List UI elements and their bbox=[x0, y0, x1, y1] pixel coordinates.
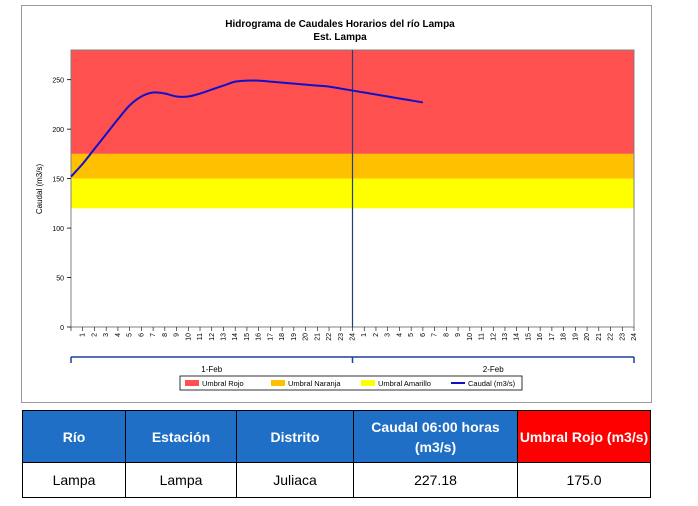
x-tick-label: 7 bbox=[432, 333, 439, 337]
x-tick-label: 18 bbox=[279, 333, 286, 341]
x-tick-label: 17 bbox=[549, 333, 556, 341]
x-tick-label: 2 bbox=[373, 333, 380, 337]
header-caudal: Caudal 06:00 horas (m3/s) bbox=[353, 410, 518, 463]
cell-umbral-rojo: 175.0 bbox=[517, 462, 651, 498]
y-tick-label: 0 bbox=[60, 325, 64, 332]
cell-caudal: 227.18 bbox=[353, 462, 518, 498]
x-tick-label: 6 bbox=[420, 333, 427, 337]
x-tick-label: 21 bbox=[314, 333, 321, 341]
x-tick-label: 14 bbox=[514, 333, 521, 341]
x-tick-label: 15 bbox=[244, 333, 251, 341]
x-tick-label: 16 bbox=[537, 333, 544, 341]
x-tick-label: 24 bbox=[350, 333, 357, 341]
x-tick-label: 18 bbox=[561, 333, 568, 341]
y-tick-label: 250 bbox=[52, 78, 64, 85]
station-table: Río Estación Distrito Caudal 06:00 horas… bbox=[22, 410, 651, 498]
legend-label: Umbral Rojo bbox=[202, 379, 244, 388]
legend-swatch bbox=[271, 380, 285, 386]
legend-box bbox=[179, 375, 523, 391]
x-tick-label: 6 bbox=[138, 333, 145, 337]
header-estacion: Estación bbox=[125, 410, 237, 463]
x-tick-label: 13 bbox=[502, 333, 509, 341]
cell-distrito: Juliaca bbox=[236, 462, 354, 498]
series-line-caudal bbox=[70, 79, 424, 178]
x-tick-label: 9 bbox=[174, 333, 181, 337]
x-tick-label: 20 bbox=[303, 333, 310, 341]
x-tick-label: 14 bbox=[232, 333, 239, 341]
x-tick-label: 7 bbox=[150, 333, 157, 337]
x-tick-label: 16 bbox=[256, 333, 263, 341]
y-tick-label: 50 bbox=[56, 276, 64, 283]
x-tick-label: 8 bbox=[443, 333, 450, 337]
x-tick-label: 23 bbox=[338, 333, 345, 341]
legend-label: Caudal (m3/s) bbox=[468, 379, 516, 388]
chart-title: Hidrograma de Caudales Horarios del río … bbox=[225, 19, 455, 30]
cell-estacion: Lampa bbox=[125, 462, 237, 498]
x-tick-label: 21 bbox=[596, 333, 603, 341]
header-distrito: Distrito bbox=[236, 410, 354, 463]
x-tick-label: 17 bbox=[267, 333, 274, 341]
x-tick-label: 4 bbox=[115, 333, 122, 337]
y-axis-label: Caudal (m3/s) bbox=[35, 164, 44, 215]
x-tick-label: 22 bbox=[326, 333, 333, 341]
x-tick-label: 1 bbox=[80, 333, 87, 337]
x-tick-label: 20 bbox=[584, 333, 591, 341]
chart-subtitle: Est. Lampa bbox=[313, 32, 367, 43]
day-label: 2-Feb bbox=[483, 365, 504, 374]
header-rio: Río bbox=[22, 410, 126, 463]
x-tick-label: 19 bbox=[572, 333, 579, 341]
x-tick-label: 11 bbox=[479, 333, 486, 340]
x-tick-label: 10 bbox=[185, 333, 192, 341]
legend-label: Umbral Amarillo bbox=[378, 379, 431, 388]
x-tick-label: 23 bbox=[619, 333, 626, 341]
legend-swatch bbox=[185, 380, 199, 386]
x-tick-label: 3 bbox=[385, 333, 392, 337]
y-tick-label: 200 bbox=[52, 127, 64, 134]
day-label: 1-Feb bbox=[201, 365, 222, 374]
x-tick-label: 11 bbox=[197, 333, 204, 340]
x-tick-label: 24 bbox=[631, 333, 638, 341]
header-umbral-rojo: Umbral Rojo (m3/s) bbox=[517, 410, 651, 463]
table-row: Lampa Lampa Juliaca 227.18 175.0 bbox=[22, 462, 651, 498]
x-tick-label: 19 bbox=[291, 333, 298, 341]
x-tick-label: 13 bbox=[220, 333, 227, 341]
x-tick-label: 22 bbox=[608, 333, 615, 341]
legend-label: Umbral Naranja bbox=[288, 379, 341, 388]
x-tick-label: 4 bbox=[396, 333, 403, 337]
x-tick-label: 1 bbox=[361, 333, 368, 337]
hydrograph-chart: Hidrograma de Caudales Horarios del río … bbox=[35, 19, 638, 391]
x-tick-label: 2 bbox=[91, 333, 98, 337]
x-tick-label: 12 bbox=[490, 333, 497, 341]
x-tick-label: 8 bbox=[162, 333, 169, 337]
x-tick-label: 15 bbox=[525, 333, 532, 341]
x-tick-label: 5 bbox=[408, 333, 415, 337]
y-tick-label: 150 bbox=[52, 177, 64, 184]
legend-swatch bbox=[361, 380, 375, 386]
x-tick-label: 3 bbox=[103, 333, 110, 337]
table-header-row: Río Estación Distrito Caudal 06:00 horas… bbox=[22, 410, 651, 463]
x-tick-label: 9 bbox=[455, 333, 462, 337]
x-tick-label: 12 bbox=[209, 333, 216, 341]
y-tick-label: 100 bbox=[52, 226, 64, 233]
cell-rio: Lampa bbox=[22, 462, 126, 498]
x-tick-label: 5 bbox=[127, 333, 134, 337]
x-tick-label: 10 bbox=[467, 333, 474, 341]
